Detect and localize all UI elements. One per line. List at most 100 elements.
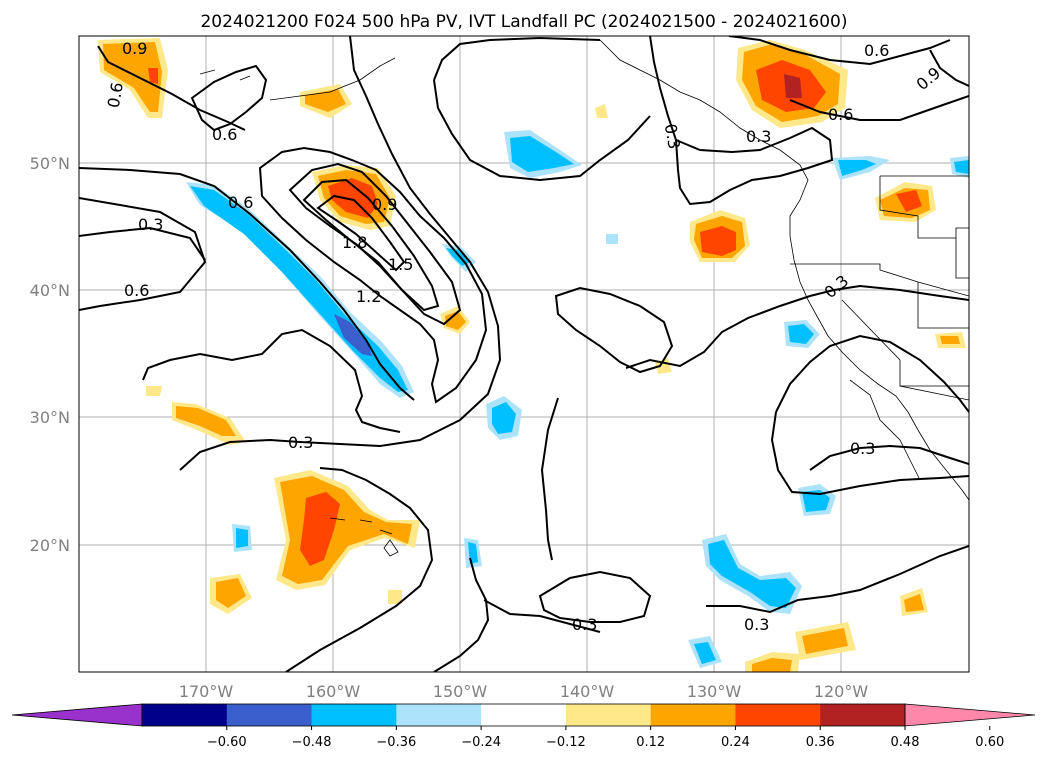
contour-0.3-s2 [433,557,490,672]
anomaly-patch [802,628,848,654]
contour-label: 0.9 [372,195,397,214]
contour-0.6-west [79,197,207,311]
contour-0.3-sw2 [706,545,969,614]
state-border [879,176,956,239]
contour-0.3-main [179,36,502,471]
aleutian-coast [199,57,396,101]
contour-0.3-low2 [483,599,601,633]
contour-label: 0.3 [661,122,684,150]
anomaly-patch [176,406,236,436]
contour-0.3-sw [285,467,434,672]
anomaly-patch [904,594,924,612]
lat-label: 50°N [30,154,70,173]
anomaly-patch [492,402,516,434]
colorbar-tick-label: 0.12 [636,735,665,750]
colorbar-tick-label: −0.36 [376,735,416,750]
colorbar-segment [735,704,821,726]
lon-label: 140°W [560,682,615,701]
anomaly-patch [146,386,162,396]
anomaly-patch [700,226,736,256]
contour-0.9-ne [789,95,969,121]
lon-label: 120°W [814,682,869,701]
contour-0.6-long [79,167,415,401]
anomaly-patch [103,42,162,112]
anomaly-patch [334,314,372,356]
colorbar-segment [565,704,652,726]
colorbar: −0.60 −0.48 −0.36 −0.24 −0.12 0.12 0.24 0.36 0.4… [11,703,1036,750]
contour-label: 1.5 [388,255,413,274]
colorbar-segment [481,704,567,726]
colorbar-tick-label: 0.36 [806,735,835,750]
anomaly-patch [510,136,574,172]
state-border [790,263,969,297]
colorbar-outline [141,703,906,727]
anomaly-patch [328,178,378,218]
anomaly-patch [784,74,802,98]
anomaly-patch [300,492,340,566]
contour-0.3-ne [649,36,677,141]
contour-label: 0.6 [228,193,253,212]
colorbar-tick-label: −0.60 [207,735,247,750]
baja-coastline [849,379,921,481]
colorbar-segment [142,704,228,726]
contour-label: 0.3 [744,615,769,634]
anomaly-patch [708,540,796,608]
colorbar-tick-label: 0.48 [891,735,920,750]
colorbar-tick-label: −0.12 [546,735,586,750]
anomaly-patch [954,160,969,174]
contour-label: 0.3 [746,127,771,146]
contour-0.3-se2 [809,444,969,471]
colorbar-tick-label: −0.48 [292,735,332,750]
anomaly-patch [305,89,346,112]
contour-0.6-ne [728,36,951,66]
contour-0.3-low [538,570,652,623]
contour-0.3-east [625,284,969,369]
contour-label: 1.2 [356,287,381,306]
colorbar-tick-label: −0.24 [461,735,501,750]
lat-label: 30°N [30,408,70,427]
figure-title: 2024021200 F024 500 hPa PV, IVT Landfall… [200,12,847,32]
contour-0.3-s1 [540,397,559,561]
anomaly-patch [148,68,158,84]
anomaly-patch [940,336,960,344]
contour-label: 0.3 [288,433,313,452]
contour-0.3-central [433,79,651,182]
contour-label: 0.6 [828,105,853,124]
contour-0.6-coast [674,126,834,206]
contour-label: 0.3 [850,439,875,458]
colorbar-tick-label: 0.24 [721,735,750,750]
contour-0.3-west [79,226,206,261]
anomaly-patch [752,658,792,672]
colorbar-segment [226,704,313,726]
colorbar-tick-label: 0.60 [975,735,1004,750]
anomaly-patch [788,324,814,344]
contour-label: 0.6 [104,81,127,109]
ivt-shading-royal-blue [334,314,372,356]
hawaii-islands [329,517,399,557]
longitude-labels: 170°W 160°W 150°W 140°W 130°W 120°W [179,682,869,701]
anomaly-patch [595,104,608,118]
contour-0.3-mid [554,286,674,374]
contour-0.9 [258,146,488,404]
state-border [841,299,969,401]
lat-label: 20°N [30,536,70,555]
map-content: 0.9 0.6 0.6 0.6 0.3 0.6 0.9 1.8 1.5 1.2 … [79,36,969,672]
anomaly-patch [606,234,618,244]
anomaly-patch [236,528,248,548]
contour-0.3-se [775,334,969,413]
anomaly-patch [896,190,922,212]
colorbar-extend-high [904,703,1036,727]
lat-label: 40°N [30,281,70,300]
contour-label: 0.9 [122,39,147,58]
contour-0.9-ne2 [929,49,969,87]
anomaly-patch [216,578,246,608]
state-border [955,227,969,279]
contour-0.3-se3 [770,411,969,496]
map-frame [78,35,970,673]
contour-0.9-nw [97,45,246,131]
colorbar-segment [820,704,906,726]
lon-label: 150°W [433,682,488,701]
lon-label: 130°W [687,682,742,701]
colorbar-extend-low [11,703,143,727]
